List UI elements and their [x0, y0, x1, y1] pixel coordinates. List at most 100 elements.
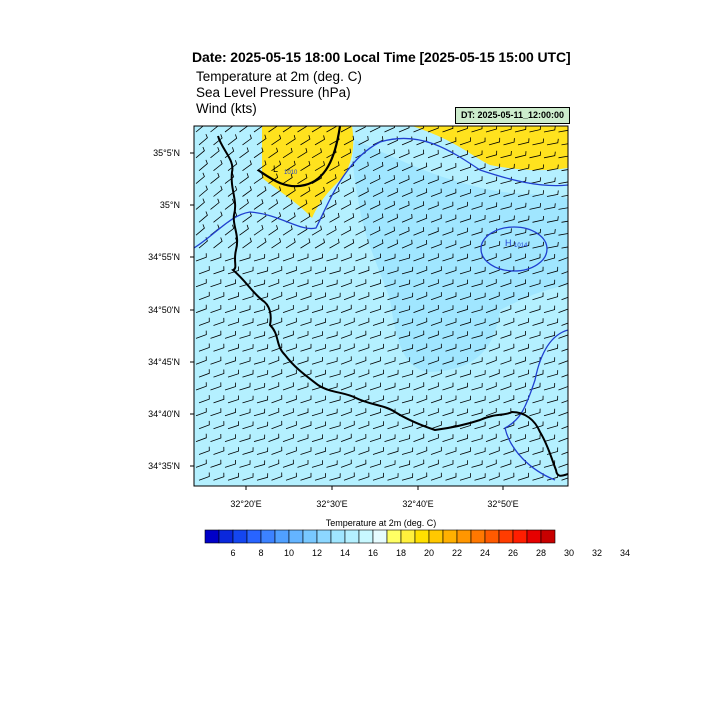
colorbar-swatch	[274, 529, 290, 544]
wind-barb	[442, 150, 454, 159]
colorbar-label: 16	[368, 548, 378, 558]
colorbar-swatch	[232, 529, 248, 544]
wind-barb	[355, 304, 367, 313]
wind-barb	[488, 137, 501, 146]
wind-barb	[503, 138, 515, 146]
wind-barb	[340, 278, 352, 288]
wind-barb	[532, 292, 544, 301]
wind-barb	[271, 291, 283, 301]
wind-barb	[195, 278, 207, 288]
lat-tick-label: 34°40'N	[148, 409, 180, 419]
wind-barb	[485, 433, 497, 442]
temperature-warm-region-west	[262, 126, 354, 218]
wind-barb	[517, 241, 530, 249]
colorbar-swatch	[288, 529, 304, 544]
lat-tick-label: 34°45'N	[148, 357, 180, 367]
wind-barb	[242, 292, 254, 301]
wind-barb	[546, 138, 559, 146]
wind-barb	[253, 331, 266, 339]
wind-barb	[430, 188, 442, 197]
wind-barb	[503, 369, 515, 378]
wind-barb	[268, 356, 280, 365]
wind-barb	[384, 226, 395, 236]
wind-barb	[213, 292, 225, 301]
wind-barb	[300, 343, 312, 352]
wind-barb	[256, 370, 269, 378]
wind-barb	[514, 202, 527, 210]
wind-barb	[224, 198, 235, 210]
wind-barb	[413, 330, 425, 339]
wind-barb	[416, 136, 428, 146]
wind-barb	[195, 356, 207, 365]
wind-barb	[300, 421, 312, 430]
wind-barb	[198, 133, 208, 146]
wind-barb	[456, 253, 468, 262]
wind-barb	[326, 460, 338, 468]
wind-barb	[387, 187, 398, 197]
wind-barb	[456, 434, 468, 442]
colorbar-swatch	[526, 529, 542, 544]
wind-barb	[239, 434, 251, 442]
wind-barb	[442, 227, 454, 236]
wind-barb	[427, 382, 439, 391]
wind-barb	[532, 395, 544, 404]
wind-barb	[372, 395, 384, 404]
wind-barb	[369, 126, 381, 133]
wind-barb	[369, 305, 381, 313]
wind-barb	[239, 147, 249, 159]
wind-barb	[471, 279, 483, 288]
wind-barb	[517, 138, 530, 146]
wind-barb	[387, 239, 398, 249]
wind-barb	[326, 225, 337, 236]
wind-barb	[372, 421, 384, 430]
latitude-axis: 35°5'N 35°N 34°55'N 34°50'N 34°45'N 34°4…	[148, 148, 194, 471]
wind-barb	[485, 459, 497, 468]
wind-barb	[413, 433, 425, 442]
wind-barb	[471, 434, 483, 442]
wind-barb	[427, 408, 439, 417]
wind-barb	[311, 460, 323, 468]
wind-barb	[314, 186, 325, 197]
wind-barb	[372, 213, 384, 223]
wind-barb	[198, 159, 208, 172]
wind-barb	[456, 150, 468, 159]
wind-barb	[300, 160, 311, 172]
wind-barb	[297, 356, 309, 365]
colorbar-swatch	[330, 529, 346, 544]
wind-barb	[485, 176, 498, 184]
pressure-low-marker: L	[273, 164, 278, 174]
wind-barb	[401, 292, 414, 301]
wind-barb	[546, 292, 559, 301]
wind-barb	[529, 203, 541, 210]
wind-barb	[369, 434, 381, 442]
wind-barb	[503, 317, 515, 326]
wind-barb	[387, 213, 398, 223]
wind-barb	[529, 305, 541, 313]
wind-barb	[546, 266, 559, 275]
wind-barb	[285, 160, 296, 172]
wind-barb	[311, 434, 323, 442]
wind-barb	[369, 331, 381, 339]
wind-barb	[558, 463, 568, 468]
colorbar-label: 8	[258, 548, 263, 558]
wind-barb	[445, 214, 457, 223]
wind-barb	[543, 279, 556, 288]
wind-barb	[372, 369, 384, 378]
wind-barb	[239, 126, 249, 133]
wind-barb	[445, 292, 457, 301]
wind-barb	[256, 447, 269, 455]
wind-barb	[474, 473, 486, 481]
wind-barb	[285, 238, 296, 249]
wind-barb	[369, 460, 381, 468]
wind-barb	[326, 305, 338, 313]
wind-barb	[459, 266, 471, 275]
wind-barb	[471, 408, 483, 417]
wind-barb	[256, 473, 269, 481]
wind-barb	[268, 199, 279, 210]
wind-barb	[401, 318, 414, 326]
wind-barb	[387, 421, 399, 430]
wind-barb	[358, 135, 369, 146]
wind-barb	[474, 266, 486, 275]
wind-barb	[271, 317, 283, 326]
wind-barb	[427, 433, 439, 442]
